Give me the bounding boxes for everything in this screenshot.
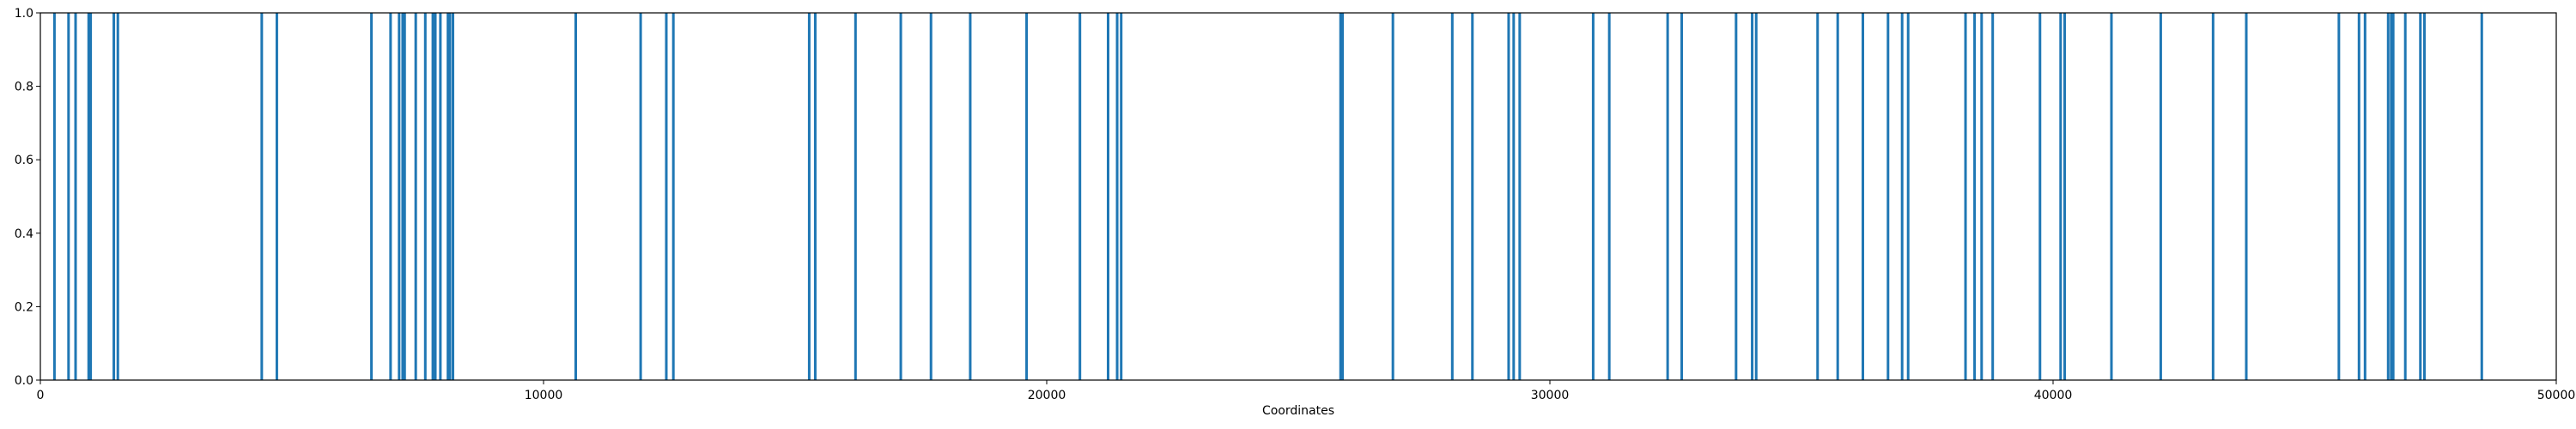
bar-61 [1991,13,1995,380]
bar-75 [2403,13,2407,380]
bar-59 [1973,13,1977,380]
bar-20 [448,13,452,380]
bar-31 [969,13,972,380]
bar-26 [807,13,811,380]
x-tick-label: 20000 [1028,389,1066,402]
bar-50 [1751,13,1754,380]
x-tick-label: 10000 [525,389,563,402]
bar-71 [2363,13,2366,380]
bar-10 [389,13,392,380]
x-tick-label: 0 [37,389,45,402]
bar-34 [1106,13,1109,380]
bar-11 [398,13,401,380]
x-tick-label: 40000 [2034,389,2073,402]
bar-15 [423,13,427,380]
bar-57 [1906,13,1910,380]
bar-53 [1836,13,1839,380]
bar-70 [2357,13,2360,380]
bar-9 [370,13,374,380]
bars-layer [52,13,2483,380]
x-axis: 0 10000 20000 30000 40000 50000 [37,380,2576,402]
bar-7 [260,13,264,380]
bar-76 [2419,13,2422,380]
bar-63 [2059,13,2063,380]
bar-73 [2390,13,2393,380]
bar-5 [112,13,116,380]
bar-19 [447,13,450,380]
y-tick-label: 0.8 [15,81,33,94]
y-tick-label: 0.4 [15,227,33,241]
bar-8 [275,13,278,380]
bar-28 [854,13,857,380]
bar-52 [1816,13,1820,380]
bar-58 [1964,13,1967,380]
bar-65 [2110,13,2113,380]
bar-21 [452,13,455,380]
bar-42 [1507,13,1510,380]
bar-4 [89,13,93,380]
bar-33 [1078,13,1082,380]
bar-45 [1591,13,1595,380]
bar-0 [52,13,56,380]
bar-14 [414,13,417,380]
bar-54 [1861,13,1864,380]
bar-24 [665,13,668,380]
x-axis-label: Coordinates [1262,404,1334,418]
bar-12 [401,13,404,380]
y-axis: 0.0 0.2 0.4 0.6 0.8 1.0 [15,7,40,388]
bar-51 [1754,13,1758,380]
bar-56 [1900,13,1904,380]
bar-6 [116,13,119,380]
bar-77 [2422,13,2426,380]
bar-72 [2386,13,2390,380]
bar-69 [2337,13,2341,380]
bar-29 [899,13,902,380]
bar-66 [2159,13,2162,380]
bar-22 [574,13,577,380]
bar-32 [1025,13,1029,380]
bar-64 [2063,13,2066,380]
bar-43 [1512,13,1516,380]
bar-27 [813,13,817,380]
bar-74 [2391,13,2395,380]
bar-46 [1607,13,1611,380]
y-tick-label: 0.6 [15,154,33,167]
bar-44 [1518,13,1522,380]
bar-36 [1120,13,1123,380]
bar-30 [929,13,933,380]
bar-37 [1339,13,1342,380]
bar-1 [67,13,70,380]
y-tick-label: 1.0 [15,7,33,21]
bar-47 [1666,13,1669,380]
bar-41 [1471,13,1474,380]
bar-38 [1341,13,1345,380]
bar-78 [2480,13,2483,380]
bar-67 [2211,13,2215,380]
bar-3 [87,13,90,380]
bar-13 [403,13,406,380]
bar-62 [2038,13,2042,380]
y-tick-label: 0.2 [15,300,33,314]
bar-25 [671,13,675,380]
bar-40 [1450,13,1454,380]
bar-35 [1115,13,1119,380]
bar-49 [1735,13,1738,380]
bar-16 [431,13,434,380]
bar-68 [2245,13,2248,380]
bar-48 [1680,13,1684,380]
bar-17 [434,13,437,380]
x-tick-label: 50000 [2537,389,2576,402]
bar-39 [1391,13,1394,380]
bar-23 [639,13,642,380]
plot-frame [39,12,2557,381]
bar-2 [74,13,77,380]
bar-60 [1980,13,1984,380]
bar-55 [1886,13,1890,380]
x-tick-label: 30000 [1531,389,1570,402]
bar-18 [439,13,442,380]
y-tick-label: 0.0 [15,374,33,388]
